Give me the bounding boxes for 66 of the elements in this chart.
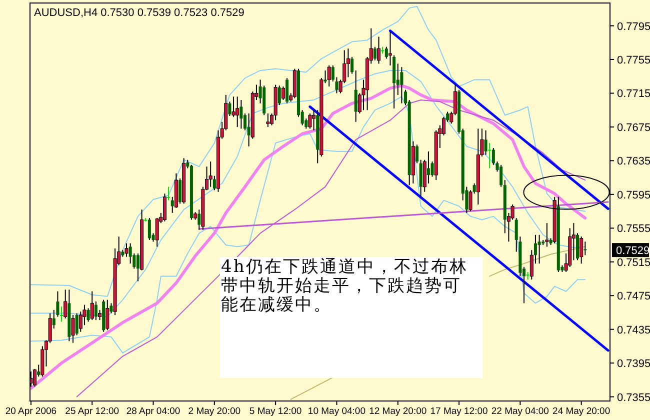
candlestick (373, 46, 376, 61)
candlestick (106, 299, 110, 331)
candlestick (90, 290, 94, 321)
candlestick (488, 142, 492, 169)
candlestick (148, 218, 151, 240)
candlestick (400, 66, 404, 104)
candlestick (538, 234, 541, 264)
candlestick (33, 368, 37, 388)
candlestick (419, 159, 422, 198)
x-tick-label: 17 May 12:00 (430, 406, 488, 417)
candlestick (236, 96, 240, 128)
y-tick-label: 0.7675 (617, 122, 650, 134)
candlestick (377, 36, 381, 64)
x-tick-label: 28 Apr 04:00 (126, 406, 180, 417)
candlestick (576, 232, 580, 261)
candlestick (71, 314, 75, 344)
x-tick-label: 24 May 20:00 (552, 406, 610, 417)
candlestick (426, 150, 430, 184)
y-tick-label: 0.7555 (617, 223, 650, 236)
candlestick (484, 130, 488, 156)
candlestick (286, 78, 289, 104)
annotation: 带中轨开始走平，下跌趋势可 (221, 276, 462, 296)
y-tick-label: 0.7795 (617, 20, 650, 33)
candlestick (60, 306, 64, 322)
candlestick (580, 236, 584, 264)
candlestick (327, 64, 331, 87)
x-tick-label: 2 May 20:00 (188, 406, 241, 417)
candlestick (388, 31, 392, 66)
candlestick (354, 70, 358, 122)
candlestick (240, 99, 243, 130)
candlestick (350, 56, 354, 74)
annotation: 4h仍在下跌通道中，不过布林 (221, 257, 468, 277)
x-tick-label: 5 May 12:00 (249, 406, 302, 417)
candlestick (500, 164, 503, 188)
candlestick (128, 242, 132, 264)
x-tick-label: 10 May 04:00 (308, 406, 366, 417)
y-tick-label: 0.7635 (617, 156, 650, 168)
candlestick (167, 186, 170, 201)
y-tick-label: 0.7755 (617, 54, 650, 66)
candlestick (584, 241, 587, 256)
y-tick-label: 0.7515 (617, 256, 650, 269)
x-tick-label: 22 May 04:00 (491, 406, 549, 417)
note: 4h仍在下跌通道中，不过布林 带中轨开始走平，下跌趋势可 能在减缓中。 (220, 257, 483, 378)
candlestick (545, 222, 549, 248)
y-tick-label: 0.7595 (617, 189, 650, 202)
chart-title: AUDUSD,H4 0.7530 0.7539 0.7523 0.7529 (34, 7, 244, 19)
candlestick (312, 110, 316, 131)
y-tick-label: 0.7435 (617, 324, 650, 336)
candlestick (232, 96, 236, 118)
y-tick-label: 0.7475 (617, 290, 650, 303)
x-tick-label: 20 Apr 2006 (5, 406, 57, 417)
candlestick (281, 86, 285, 100)
candlestick (162, 193, 166, 222)
candlestick (75, 312, 78, 336)
y-tick-label: 0.7395 (617, 358, 650, 370)
candlestick (94, 301, 98, 321)
candlestick (308, 112, 312, 130)
y-tick-label: 0.7715 (617, 88, 650, 100)
candlestick (124, 242, 128, 258)
annotation: 能在减缓中。 (221, 295, 332, 315)
candlestick (208, 161, 212, 188)
x-tick-label: 25 Apr 12:00 (65, 406, 120, 417)
y-tick-label: 0.7529 (616, 245, 650, 258)
x-tick-label: 12 May 20:00 (369, 406, 427, 417)
candlestick (266, 112, 270, 128)
y-tick-label: 0.7355 (617, 392, 650, 404)
